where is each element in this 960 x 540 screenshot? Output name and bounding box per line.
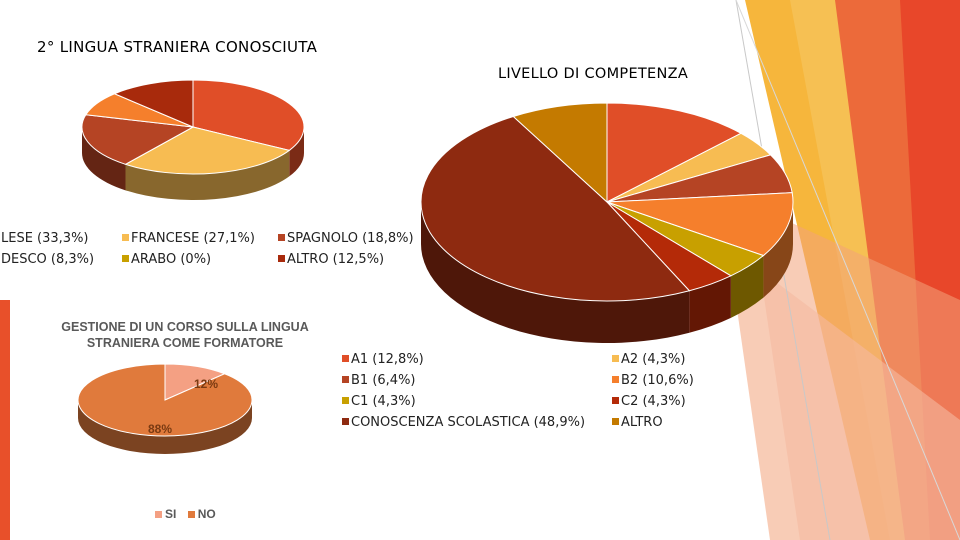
chart2-title: LIVELLO DI COMPETENZA [498,66,689,82]
legend-swatch [187,511,195,518]
pie-side-conoscenza-scolastica [421,202,690,343]
legend-item-a1: A1 (12,8%) [342,349,424,370]
pie-chart-2 [420,102,794,343]
chart3-label-si: 12% [194,377,219,391]
legend-swatch [612,355,619,362]
legend-item-c1: C1 (4,3%) [342,391,416,412]
legend-item-arabo: ARABO (0%) [122,249,211,270]
legend-swatch [122,255,129,262]
legend-swatch [342,397,349,404]
legend-item-si: SI [155,507,176,521]
pie-slice-b2 [606,192,794,257]
legend-swatch [612,418,619,425]
chart3-title: GESTIONE DI UN CORSO SULLA LINGUA STRANI… [61,320,309,350]
legend-item-inglese: LESE (33,3%) [1,231,89,246]
legend-item-tedesco: DESCO (8,3%) [1,252,95,267]
legend-swatch [278,234,285,241]
pie-slice-no [77,363,253,437]
pie-side-c2 [689,275,731,333]
pie-slice-francese [124,126,291,175]
pie-slice-spagnolo [81,114,195,165]
legend-swatch [612,376,619,383]
legend-swatch [342,376,349,383]
legend-item-b2: B2 (10,6%) [612,370,694,391]
pie-side-spagnolo [82,127,126,191]
pie-side-b2 [763,202,793,298]
chart3-legend: SI NO [155,507,216,521]
legend-swatch [278,255,285,262]
legend-swatch [342,355,349,362]
pie-chart-1 [81,79,305,200]
legend-item-a2: A2 (4,3%) [612,349,685,370]
pie-side-no [78,400,252,454]
pie-chart-3 [77,363,253,454]
legend-item-no: NO [187,507,216,521]
pie-slice-si [164,363,226,401]
pie-slice-inglese [192,79,305,151]
pie-side-francese [125,150,290,200]
legend-swatch [612,397,619,404]
legend-item-francese: FRANCESE (27,1%) [122,228,255,249]
pie-slice-altro [113,79,194,128]
pie-slice-conoscenza-scolastica [420,115,691,302]
legend-swatch [122,234,129,241]
pie-slice-a1 [606,102,743,203]
legend-swatch [155,511,162,518]
legend-swatch [342,418,349,425]
pie-side-c1 [730,255,764,318]
chart2-legend: A1 (12,8%) B1 (6,4%) C1 (4,3%) CONOSCENZ… [340,349,720,433]
legend-item-spagnolo: SPAGNOLO (18,8%) [278,228,414,249]
legend-item-c2: C2 (4,3%) [612,391,686,412]
slide-title: 2° LINGUA STRANIERA CONOSCIUTA [37,38,318,56]
legend-item-altro2: ALTRO [612,412,663,433]
pie-slice-altro [512,102,608,204]
legend-item-b1: B1 (6,4%) [342,370,416,391]
chart1-legend: LESE (33,3%) FRANCESE (27,1%) SPAGNOLO (… [0,228,420,272]
legend-item-altro: ALTRO (12,5%) [278,249,384,270]
chart3-label-no: 88% [148,422,173,436]
legend-item-conoscenza: CONOSCENZA SCOLASTICA (48,9%) [342,412,585,433]
